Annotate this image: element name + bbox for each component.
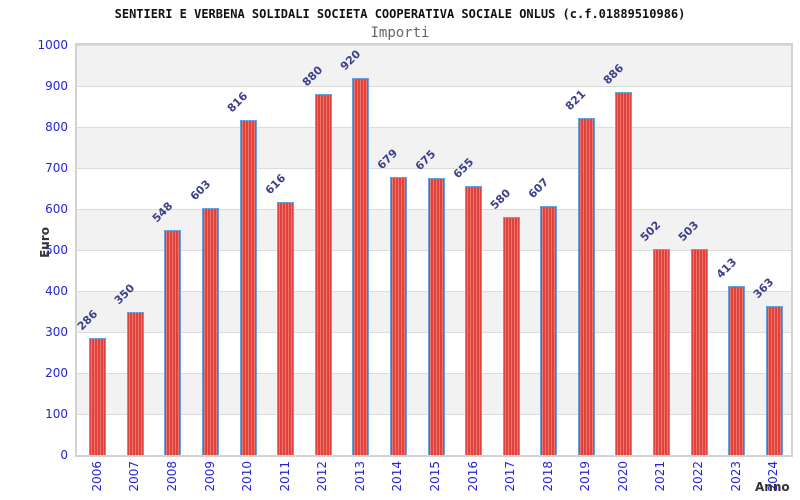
bar-2017	[502, 217, 520, 455]
bar-2014	[389, 176, 407, 455]
y-tick-label: 100	[45, 407, 68, 421]
y-tick-label: 0	[60, 448, 68, 462]
x-tick-label-2016: 2016	[465, 461, 480, 492]
x-tick-label-2008: 2008	[164, 461, 179, 492]
x-axis-title: Anno	[755, 480, 790, 494]
bar-2009	[202, 207, 220, 455]
y-axis-title: Euro	[38, 227, 52, 258]
bar-2008	[164, 230, 182, 455]
bar-2018	[540, 206, 558, 455]
x-tick-label-2015: 2015	[428, 461, 442, 492]
bar-2023	[728, 285, 746, 455]
bar-2013	[352, 77, 370, 455]
y-tick-label: 900	[45, 79, 68, 93]
chart-title: SENTIERI E VERBENA SOLIDALI SOCIETA COOP…	[114, 7, 686, 21]
x-tick-label-2022: 2022	[691, 461, 706, 492]
chart-subtitle: Importi	[370, 25, 430, 41]
bar-2007	[126, 311, 144, 455]
x-tick-label-2014: 2014	[390, 461, 405, 492]
x-tick-label-2017: 2017	[503, 461, 518, 492]
bar-2016	[465, 186, 483, 455]
bar-2022	[690, 248, 708, 455]
x-tick-label-2023: 2023	[728, 461, 743, 492]
x-tick-label-2021: 2021	[653, 461, 668, 492]
bar-2020	[615, 91, 633, 455]
x-tick-label-2019: 2019	[578, 461, 593, 492]
x-tick-label-2011: 2011	[277, 461, 292, 492]
y-tick-label: 500	[45, 243, 68, 257]
x-tick-label-2013: 2013	[352, 461, 367, 492]
x-tick-label-2007: 2007	[127, 461, 142, 492]
x-tick-label-2020: 2020	[615, 461, 630, 492]
x-tick-label-2012: 2012	[315, 461, 330, 492]
bar-2010	[239, 120, 257, 455]
bar-2021	[652, 249, 670, 455]
x-tick-label-2006: 2006	[89, 461, 104, 492]
x-tick-label-2018: 2018	[540, 461, 555, 492]
y-tick-label: 400	[45, 284, 68, 298]
bar-2015	[427, 178, 445, 455]
x-tick-label-2010: 2010	[240, 461, 255, 492]
x-tick-label-2009: 2009	[202, 461, 217, 492]
bar-2019	[577, 118, 595, 455]
y-tick-label: 1000	[37, 38, 68, 52]
y-tick-label: 200	[45, 366, 68, 380]
bar-2006	[89, 337, 107, 455]
y-tick-label: 800	[45, 120, 68, 134]
y-tick-label: 300	[45, 325, 68, 339]
y-tick-label: 600	[45, 202, 68, 216]
bar-2012	[314, 94, 332, 455]
bar-2024	[765, 306, 783, 455]
bar-2011	[277, 202, 295, 455]
y-tick-label: 700	[45, 161, 68, 175]
